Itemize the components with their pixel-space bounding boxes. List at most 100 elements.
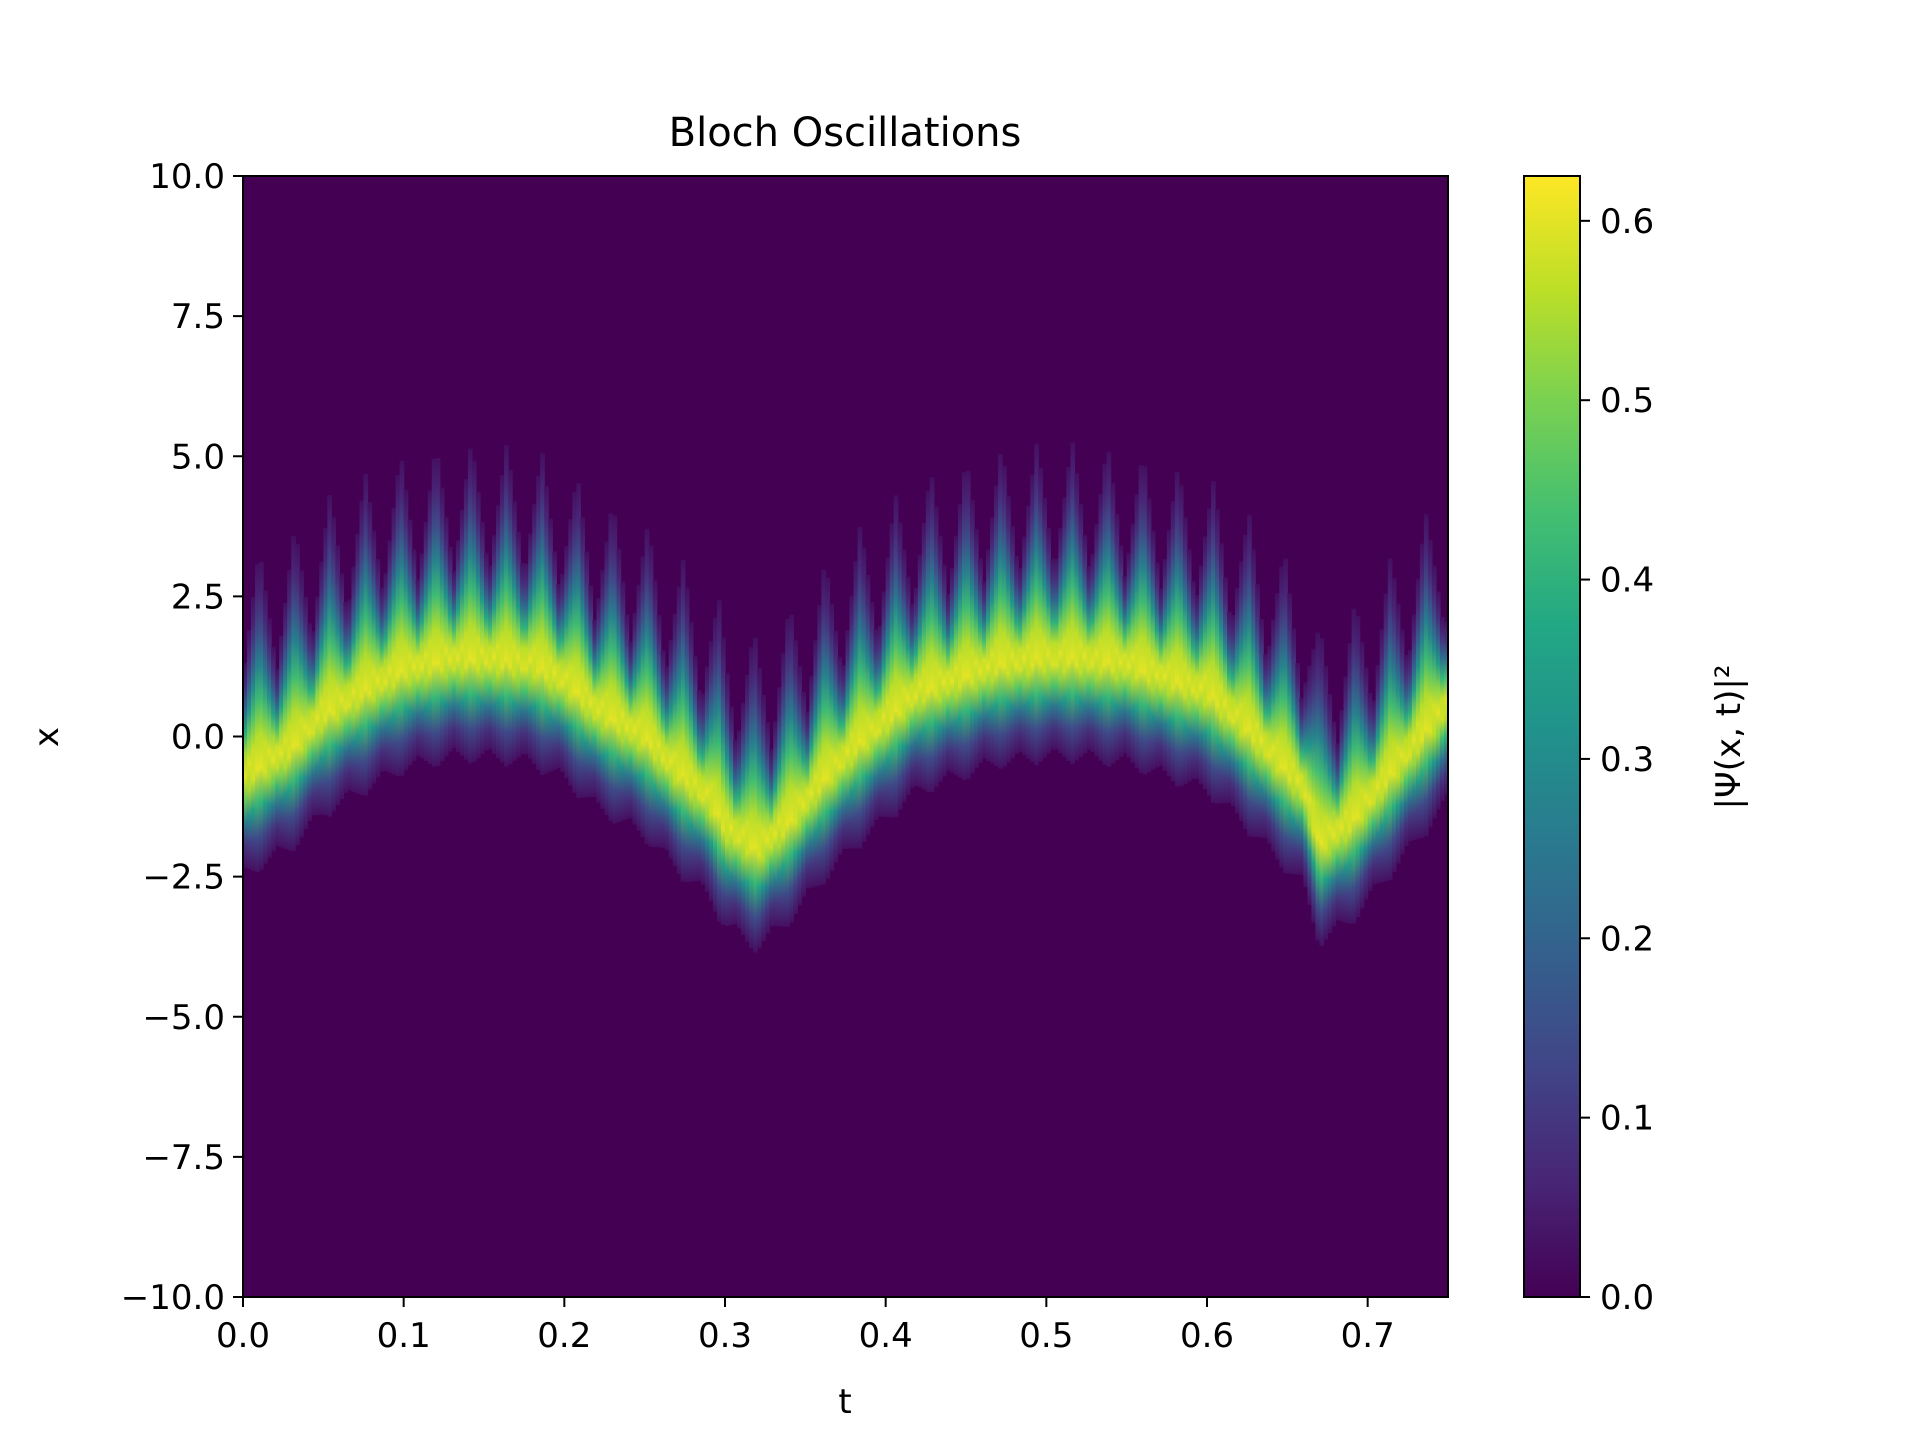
heatmap-column xyxy=(1367,693,1373,891)
heatmap-column xyxy=(1194,594,1200,779)
heatmap-column xyxy=(789,614,794,923)
y-tick-label: 0.0 xyxy=(171,718,225,758)
heatmap-column xyxy=(451,570,457,749)
heatmap-column xyxy=(1215,509,1220,804)
heatmap-column xyxy=(315,596,320,816)
heatmap-column xyxy=(1387,558,1393,881)
heatmap-column xyxy=(1122,576,1128,754)
heatmap-column xyxy=(861,547,867,843)
heatmap-column xyxy=(431,458,437,767)
heatmap-column xyxy=(853,560,859,849)
heatmap-column xyxy=(343,601,349,793)
heatmap-column xyxy=(664,666,670,851)
heatmap-column xyxy=(471,460,477,762)
heatmap-column xyxy=(323,527,328,816)
heatmap-column xyxy=(953,536,959,776)
colorbar-tick-label: 0.6 xyxy=(1600,202,1654,242)
heatmap-column xyxy=(1419,543,1425,838)
heatmap-column xyxy=(1227,611,1232,803)
heatmap-column xyxy=(528,533,533,759)
heatmap-column xyxy=(1327,693,1333,933)
heatmap-column xyxy=(1146,498,1152,773)
heatmap-column xyxy=(1315,632,1321,941)
heatmap-column xyxy=(769,749,774,927)
heatmap-column xyxy=(299,570,304,838)
heatmap-column xyxy=(909,603,915,788)
heatmap-column xyxy=(833,630,839,863)
y-tick-label: 5.0 xyxy=(171,437,225,477)
x-tick-label: 0.7 xyxy=(1341,1316,1395,1356)
heatmap-column xyxy=(805,711,810,889)
heatmap-column xyxy=(1070,442,1076,765)
heatmap-column xyxy=(821,569,827,885)
heatmap-column xyxy=(447,546,453,752)
heatmap-column xyxy=(1411,614,1417,840)
heatmap-column xyxy=(793,640,798,914)
heatmap-column xyxy=(1038,467,1043,762)
heatmap-column xyxy=(696,690,702,881)
heatmap-column xyxy=(966,470,971,779)
heatmap-column xyxy=(479,521,485,755)
heatmap-column xyxy=(387,540,393,773)
heatmap-column xyxy=(1134,494,1140,768)
heatmap-column xyxy=(351,566,357,792)
heatmap-column xyxy=(1291,628,1296,875)
y-axis-label: x xyxy=(27,727,67,747)
heatmap-column xyxy=(588,585,594,798)
heatmap-column xyxy=(905,576,911,796)
heatmap-column xyxy=(1190,581,1196,780)
heatmap-column xyxy=(1259,618,1264,838)
heatmap-column xyxy=(1207,508,1212,796)
heatmap-column xyxy=(379,587,385,772)
heatmap-column xyxy=(475,491,481,759)
heatmap-column xyxy=(733,739,738,925)
heatmap-column xyxy=(725,673,730,927)
heatmap-column xyxy=(556,584,561,769)
heatmap-column xyxy=(829,604,835,871)
heatmap-column xyxy=(1154,562,1160,768)
heatmap-marks xyxy=(243,442,1448,953)
heatmap-column xyxy=(544,486,549,774)
heatmap-column xyxy=(1211,481,1216,804)
heatmap-column xyxy=(415,578,421,757)
heatmap-column xyxy=(291,536,296,851)
heatmap-column xyxy=(371,530,377,784)
heatmap-column xyxy=(279,635,284,848)
x-axis: 0.0 0.1 0.2 0.3 0.4 0.5 0.6 0.7 xyxy=(216,1297,1395,1356)
heatmap-column xyxy=(877,625,883,817)
x-axis-label: t xyxy=(838,1382,851,1422)
heatmap-column xyxy=(961,472,967,781)
heatmap-column xyxy=(1391,578,1397,873)
heatmap-column xyxy=(1267,645,1272,844)
heatmap-column xyxy=(648,545,654,847)
heatmap-column xyxy=(1239,561,1244,822)
heatmap-column xyxy=(1351,608,1357,924)
heatmap-column xyxy=(688,621,694,882)
heatmap-column xyxy=(311,631,316,816)
heatmap-column xyxy=(1046,528,1051,754)
heatmap-column xyxy=(994,485,999,766)
x-tick-label: 0.0 xyxy=(216,1316,270,1356)
heatmap-column xyxy=(1166,530,1172,777)
heatmap-column xyxy=(1118,545,1124,757)
heatmap-column xyxy=(1319,638,1325,947)
heatmap-column xyxy=(375,559,381,778)
heatmap-column xyxy=(560,573,565,772)
colorbar-tick-label: 0.4 xyxy=(1600,561,1654,601)
heatmap-column xyxy=(1219,543,1224,804)
heatmap-column xyxy=(584,551,590,798)
heatmap-column xyxy=(1435,591,1441,810)
colorbar: 0.0 0.1 0.2 0.3 0.4 0.5 0.6 |Ψ(x, t)|² xyxy=(1523,175,1749,1318)
heatmap-column xyxy=(1098,493,1104,761)
heatmap-column xyxy=(1186,549,1192,782)
colorbar-tick-label: 0.5 xyxy=(1600,381,1654,421)
heatmap-column xyxy=(1010,525,1015,759)
heatmap-column xyxy=(275,668,280,846)
heatmap-column xyxy=(825,577,831,879)
heatmap-column xyxy=(263,590,268,864)
heatmap-column xyxy=(1359,641,1365,909)
heatmap-column xyxy=(259,561,264,870)
x-tick-label: 0.5 xyxy=(1019,1316,1073,1356)
heatmap-column xyxy=(917,554,923,788)
colorbar-tick-label: 0.1 xyxy=(1600,1099,1654,1139)
